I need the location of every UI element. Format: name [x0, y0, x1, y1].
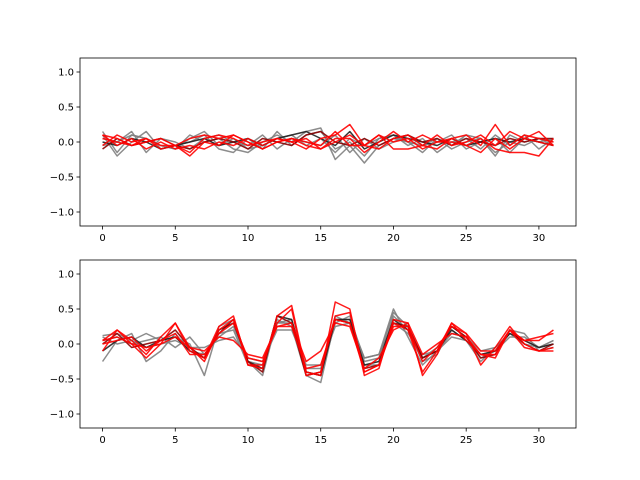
x-tick-label: 30 [533, 233, 546, 244]
y-tick-label: 0.5 [58, 103, 74, 114]
x-tick-label: 10 [242, 233, 255, 244]
y-tick-label: −1.0 [50, 410, 74, 421]
x-tick-label: 15 [314, 233, 327, 244]
y-tick-label: −0.5 [50, 173, 74, 184]
x-tick-label: 0 [99, 435, 105, 446]
x-tick-label: 5 [172, 435, 178, 446]
series-line-9 [102, 322, 554, 370]
x-tick-label: 0 [99, 233, 105, 244]
x-tick-label: 10 [242, 435, 255, 446]
y-tick-label: 0.0 [58, 138, 74, 149]
y-tick-label: 0.5 [58, 305, 74, 316]
x-tick-label: 15 [314, 435, 327, 446]
x-tick-label: 5 [172, 233, 178, 244]
y-tick-label: 1.0 [58, 270, 74, 281]
series-line-9 [102, 130, 554, 150]
y-tick-label: 0.0 [58, 340, 74, 351]
y-tick-label: −0.5 [50, 375, 74, 386]
x-tick-label: 30 [533, 435, 546, 446]
series-line-7 [102, 130, 554, 154]
x-tick-label: 20 [387, 435, 400, 446]
bottom-subplot: 0 5 10 15 20 25 30 −1.0 −0.5 0.0 0.5 1.0 [50, 259, 577, 446]
x-tick-label: 25 [460, 435, 473, 446]
y-tick-label: −1.0 [50, 208, 74, 219]
y-tick-label: 1.0 [58, 68, 74, 79]
x-tick-label: 20 [387, 233, 400, 244]
series-line-8 [102, 130, 555, 157]
series-line-8 [102, 318, 554, 373]
top-subplot: 0 5 10 15 20 25 30 −1.0 −0.5 0.0 0.5 1.0 [50, 57, 577, 244]
x-tick-label: 25 [460, 233, 473, 244]
